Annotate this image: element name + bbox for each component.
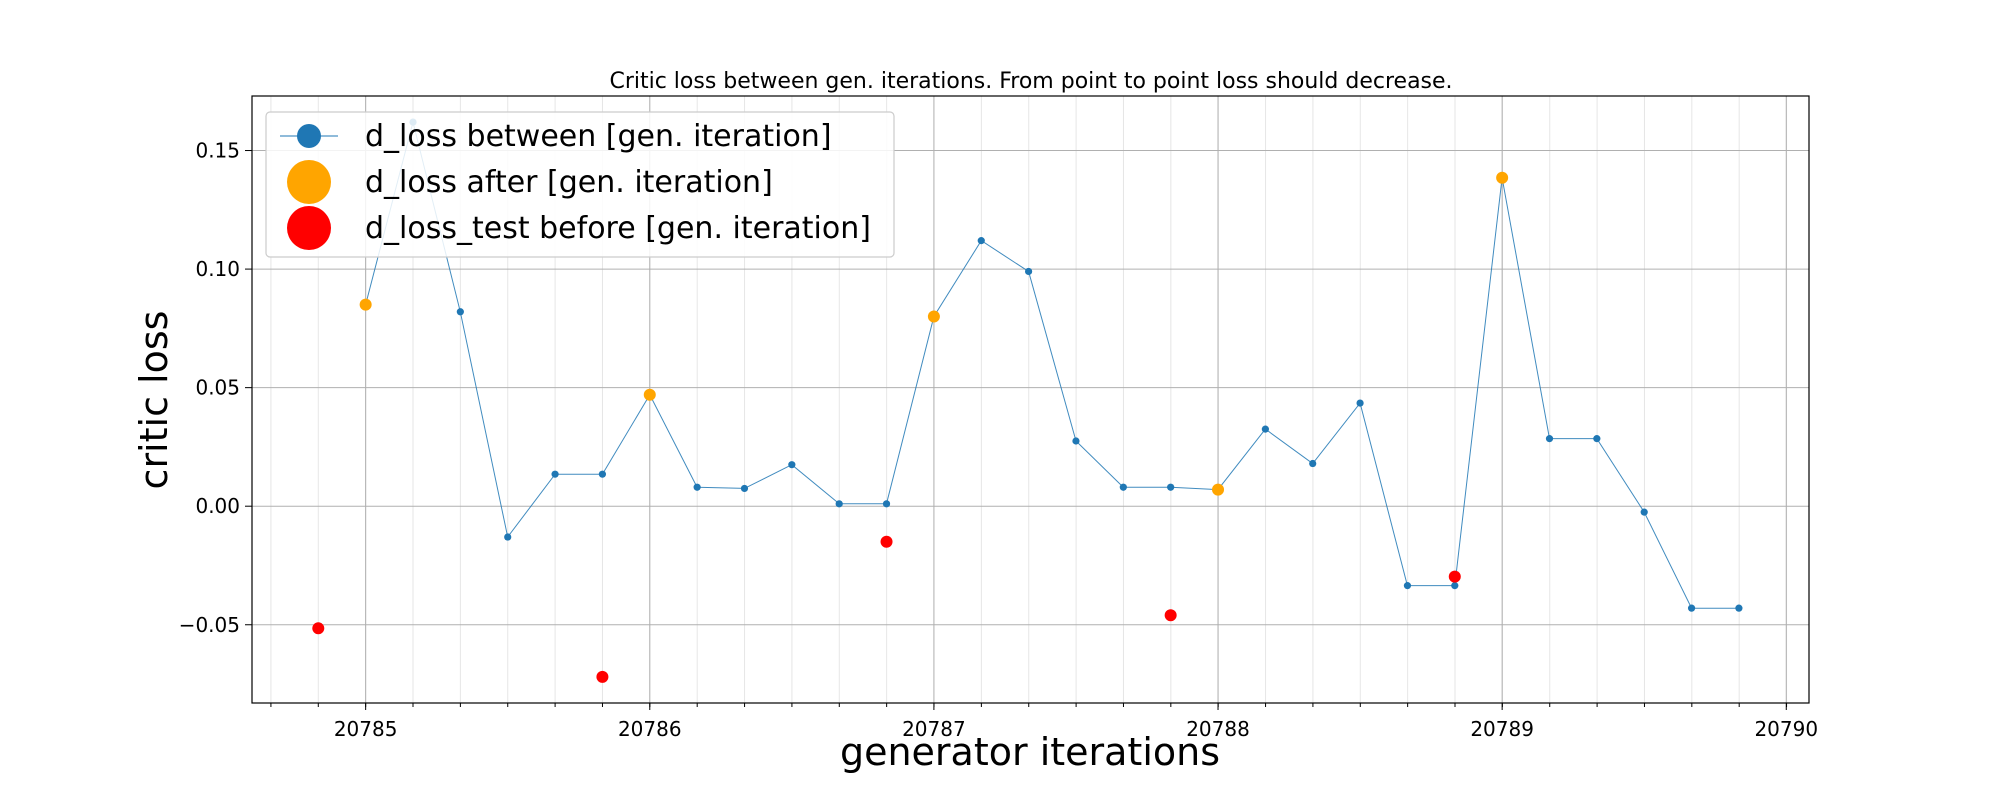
y-tick-label: 0.10 bbox=[195, 257, 240, 281]
x-tick-label: 20788 bbox=[1186, 717, 1250, 741]
series-after-point bbox=[927, 310, 940, 323]
series-between-point bbox=[882, 500, 891, 508]
series-between-point bbox=[1119, 483, 1127, 491]
series-between-point bbox=[1403, 582, 1412, 590]
legend-marker-between bbox=[297, 124, 321, 148]
legend-marker-test-before bbox=[287, 206, 331, 250]
series-between-point bbox=[740, 484, 749, 493]
major-grid bbox=[252, 96, 1809, 703]
series-test-before-point bbox=[880, 535, 893, 548]
series-after-point bbox=[1496, 171, 1509, 184]
series-after-point bbox=[1212, 483, 1225, 496]
series-test-before-point bbox=[1448, 570, 1461, 583]
series-layer bbox=[312, 118, 1743, 683]
x-tick-label: 20789 bbox=[1470, 717, 1534, 741]
series-between-point bbox=[456, 308, 464, 316]
series-between-point bbox=[1545, 435, 1554, 443]
series-between-point bbox=[1735, 604, 1743, 612]
legend-label-after: d_loss after [gen. iteration] bbox=[365, 165, 773, 200]
y-axis-label: critic loss bbox=[132, 311, 176, 490]
x-tick-label: 20786 bbox=[618, 717, 682, 741]
legend: d_loss between [gen. iteration] d_loss a… bbox=[265, 111, 895, 258]
y-tick-label: 0.15 bbox=[195, 139, 240, 163]
series-test-before-point bbox=[596, 670, 609, 683]
series-test-before-point bbox=[312, 622, 325, 635]
x-tick-label: 20787 bbox=[902, 717, 966, 741]
legend-marker-after bbox=[287, 160, 331, 204]
y-tick-label: −0.05 bbox=[179, 613, 240, 637]
x-tick-label: 20790 bbox=[1754, 717, 1818, 741]
series-between-line bbox=[365, 121, 1739, 609]
series-between-point bbox=[504, 533, 512, 541]
x-axis-label: generator iterations bbox=[840, 730, 1220, 774]
series-between-point bbox=[977, 237, 985, 245]
series-between-point bbox=[1072, 437, 1080, 445]
series-between-point bbox=[551, 470, 559, 478]
plot-frame bbox=[251, 95, 1810, 704]
series-between-point bbox=[788, 461, 796, 469]
x-tick-label: 20785 bbox=[334, 717, 398, 741]
legend-label-test-before: d_loss_test before [gen. iteration] bbox=[365, 211, 871, 246]
series-between-point bbox=[1451, 582, 1459, 590]
x-axis: 20785 20786 20787 20788 20789 20790 bbox=[270, 703, 1818, 741]
chart-title: Critic loss between gen. iterations. Fro… bbox=[609, 69, 1452, 94]
series-between-point bbox=[1024, 267, 1033, 276]
series-test-before-point bbox=[1164, 609, 1177, 622]
series-between-point bbox=[1167, 483, 1175, 491]
y-tick-label: 0.05 bbox=[195, 376, 240, 400]
series-after-point bbox=[359, 298, 372, 311]
series-between-point bbox=[1261, 425, 1269, 433]
legend-label-between: d_loss between [gen. iteration] bbox=[365, 119, 832, 154]
legend-frame bbox=[265, 111, 895, 258]
series-between-point bbox=[835, 500, 843, 508]
y-tick-label: 0.00 bbox=[195, 494, 240, 518]
series-between-point bbox=[1593, 435, 1601, 443]
y-axis: −0.05 0.00 0.05 0.10 0.15 bbox=[179, 139, 252, 637]
series-after-point bbox=[643, 388, 656, 401]
series-between-point bbox=[1356, 399, 1364, 407]
series-between-point bbox=[1640, 508, 1648, 516]
series-between-point bbox=[1309, 459, 1317, 468]
series-between-point bbox=[1687, 604, 1696, 612]
series-between-point bbox=[598, 470, 607, 478]
series-between-point bbox=[693, 483, 701, 491]
